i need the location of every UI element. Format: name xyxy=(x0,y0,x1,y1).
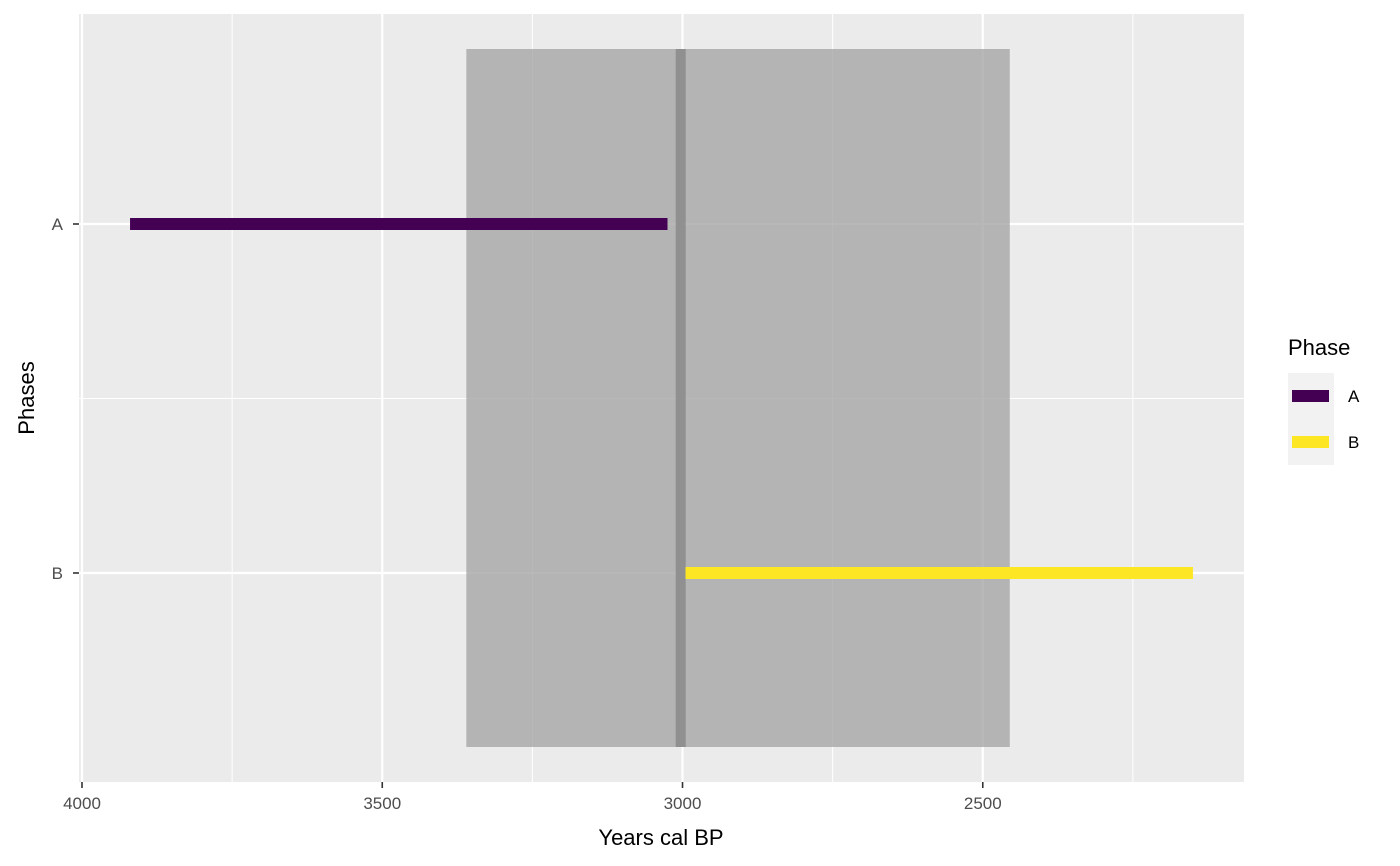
legend-title: Phase xyxy=(1288,335,1350,360)
legend-label-b: B xyxy=(1348,433,1359,452)
y-tick-label: B xyxy=(52,564,63,583)
x-tick-label: 2500 xyxy=(964,794,1002,813)
legend: Phase A B xyxy=(1288,335,1360,465)
x-tick-label: 3000 xyxy=(664,794,702,813)
overlap-band-rect xyxy=(466,49,1010,747)
legend-key-b xyxy=(1292,436,1329,448)
phase-bar-a xyxy=(130,218,668,230)
y-tick-label: A xyxy=(52,215,64,234)
legend-label-a: A xyxy=(1348,387,1360,406)
y-axis: AB xyxy=(52,215,79,583)
legend-key-a xyxy=(1292,390,1329,402)
overlap-band xyxy=(466,49,1010,747)
x-axis: 4000 3500 3000 2500 xyxy=(63,782,1002,813)
x-tick-label: 4000 xyxy=(63,794,101,813)
phase-bar-b xyxy=(685,567,1193,579)
legend-key-panel xyxy=(1288,373,1334,465)
boundary-line xyxy=(675,49,686,747)
phase-bars xyxy=(130,218,1193,579)
x-tick-label: 3500 xyxy=(363,794,401,813)
y-axis-title: Phases xyxy=(14,361,39,434)
x-axis-title: Years cal BP xyxy=(598,825,723,850)
